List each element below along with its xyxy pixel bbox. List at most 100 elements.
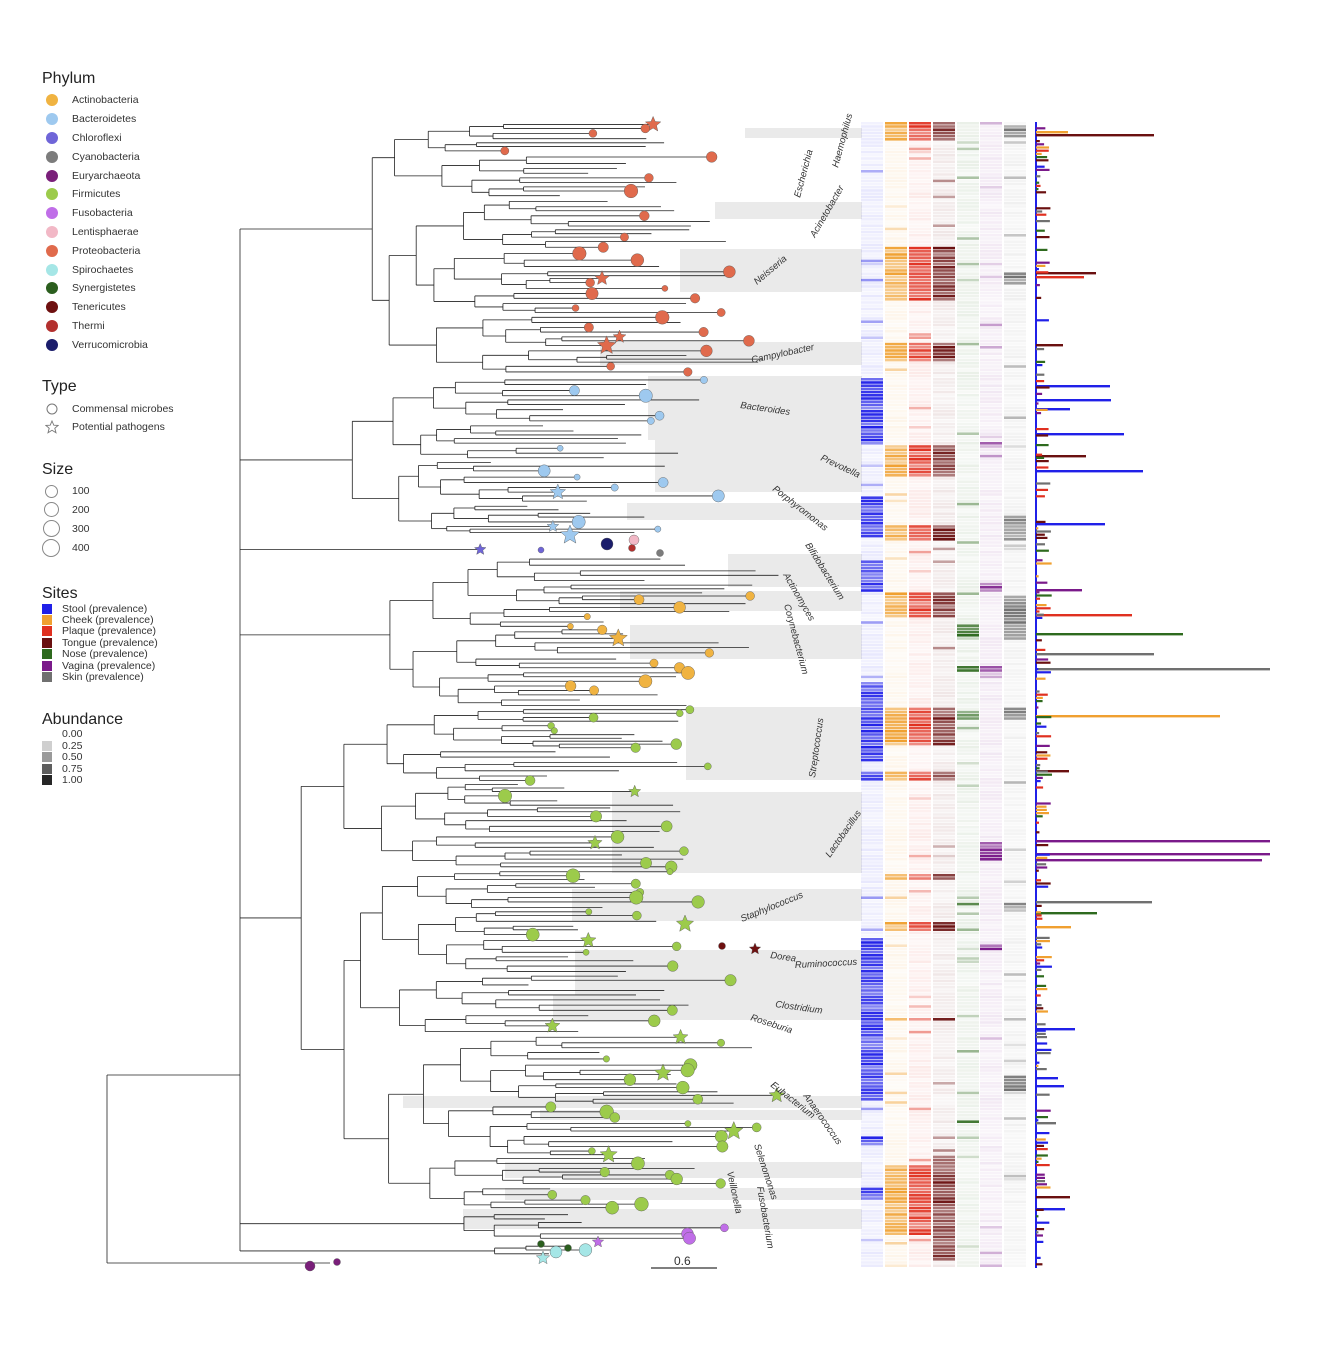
heatmap-cell — [861, 330, 883, 333]
heatmap-cell — [980, 426, 1002, 429]
heatmap-cell — [957, 1165, 979, 1168]
heatmap-cell — [933, 128, 955, 131]
heatmap-cell — [885, 595, 907, 599]
heatmap-cell — [980, 854, 1002, 858]
commensal-circle-marker — [549, 1245, 563, 1259]
heatmap-cell — [933, 1040, 955, 1043]
heatmap-cell — [861, 384, 883, 387]
heatmap-cell — [909, 634, 931, 637]
heatmap-cell — [1004, 560, 1026, 563]
commensal-circle-marker — [638, 388, 653, 403]
heatmap-cell — [933, 557, 955, 560]
heatmap-cell — [909, 730, 931, 733]
heatmap-cell — [980, 634, 1002, 637]
heatmap-cell — [909, 147, 931, 151]
heatmap-cell — [861, 483, 883, 487]
heatmap-cell — [980, 218, 1002, 221]
heatmap-cell — [861, 333, 883, 336]
heatmap-cell — [933, 915, 955, 919]
heatmap-cell — [957, 1171, 979, 1175]
heatmap-cell — [885, 1059, 907, 1063]
abundance-bar — [1036, 168, 1050, 171]
abundance-bar — [1036, 453, 1043, 456]
heatmap-cell — [957, 394, 979, 397]
heatmap-cell — [861, 608, 883, 611]
heatmap-cell — [957, 653, 979, 656]
heatmap-cell — [980, 170, 1002, 173]
heatmap-cell — [909, 621, 931, 624]
pathogen-star-marker — [560, 524, 580, 544]
heatmap-cell — [861, 598, 883, 602]
heatmap-cell — [861, 368, 883, 371]
heatmap-cell — [885, 128, 907, 131]
heatmap-cell — [933, 854, 955, 858]
heatmap-cell — [980, 378, 1002, 381]
heatmap-cell — [980, 717, 1002, 720]
heatmap-cell — [980, 1226, 1002, 1229]
heatmap-cell — [861, 134, 883, 138]
heatmap-cell — [980, 403, 1002, 407]
heatmap-cell — [885, 259, 907, 263]
heatmap-cell — [885, 150, 907, 154]
size-circle-icon — [44, 502, 59, 518]
heatmap-cell — [885, 294, 907, 298]
heatmap-cell — [933, 701, 955, 704]
heatmap-cell — [957, 710, 979, 714]
heatmap-cell — [861, 902, 883, 906]
heatmap-cell — [1004, 1046, 1026, 1050]
heatmap-cell — [885, 541, 907, 544]
abundance-bar — [1036, 639, 1042, 642]
heatmap-cell — [933, 928, 955, 931]
abundance-bar — [1036, 1061, 1040, 1064]
heatmap-cell — [885, 477, 907, 480]
commensal-circle-marker — [683, 367, 693, 377]
heatmap-cell — [909, 771, 931, 775]
heatmap-cell — [885, 1235, 907, 1239]
heatmap-cell — [957, 1034, 979, 1037]
heatmap-cell — [909, 422, 931, 426]
abundance-bar — [1036, 159, 1049, 162]
heatmap-cell — [861, 576, 883, 579]
heatmap-cell — [909, 150, 931, 154]
abundance-bar — [1036, 1160, 1039, 1163]
heatmap-cell — [957, 838, 979, 842]
heatmap-cell — [861, 1072, 883, 1075]
heatmap-cell — [980, 1136, 1002, 1139]
heatmap-cell — [909, 646, 931, 650]
heatmap-cell — [861, 1053, 883, 1056]
heatmap-cell — [885, 1146, 907, 1149]
heatmap-cell — [957, 771, 979, 775]
heatmap-cell — [885, 755, 907, 759]
heatmap-cell — [861, 1005, 883, 1008]
heatmap-cell — [885, 147, 907, 151]
heatmap-cell — [933, 1024, 955, 1027]
heatmap-cell — [957, 1053, 979, 1056]
heatmap-cell — [861, 899, 883, 903]
heatmap-cell — [957, 336, 979, 339]
heatmap-cell — [861, 1011, 883, 1015]
heatmap-cell — [1004, 1008, 1026, 1011]
heatmap-cell — [909, 1021, 931, 1024]
heatmap-cell — [861, 733, 883, 736]
commensal-circle-marker — [631, 1156, 645, 1171]
heatmap-cell — [909, 163, 931, 167]
clade-box — [680, 249, 862, 292]
heatmap-cell — [933, 483, 955, 487]
abundance-bar — [1036, 984, 1047, 987]
heatmap-cell — [933, 675, 955, 679]
heatmap-cell — [885, 371, 907, 375]
heatmap-cell — [957, 275, 979, 279]
heatmap-cell — [980, 1139, 1002, 1143]
heatmap-cell — [957, 595, 979, 599]
heatmap-cell — [933, 224, 955, 227]
heatmap-cell — [1004, 1050, 1026, 1053]
heatmap-cell — [909, 938, 931, 941]
heatmap-cell — [933, 829, 955, 832]
heatmap-cell — [1004, 925, 1026, 928]
heatmap-cell — [885, 1226, 907, 1229]
heatmap-cell — [1004, 122, 1026, 125]
heatmap-cell — [980, 851, 1002, 855]
heatmap-cell — [885, 483, 907, 487]
heatmap-cell — [909, 426, 931, 429]
commensal-circle-marker — [654, 410, 665, 421]
